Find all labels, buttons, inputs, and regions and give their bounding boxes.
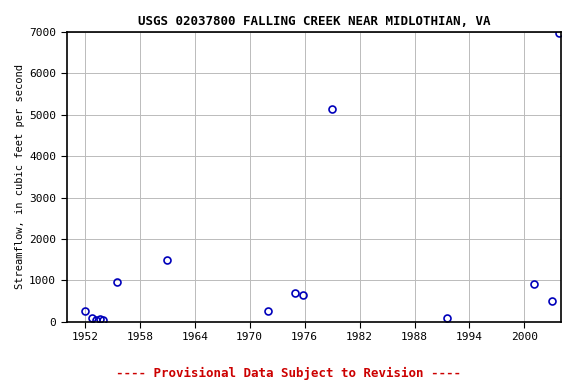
Text: ---- Provisional Data Subject to Revision ----: ---- Provisional Data Subject to Revisio… [116,367,460,380]
Y-axis label: Streamflow, in cubic feet per second: Streamflow, in cubic feet per second [15,65,25,289]
Title: USGS 02037800 FALLING CREEK NEAR MIDLOTHIAN, VA: USGS 02037800 FALLING CREEK NEAR MIDLOTH… [138,15,490,28]
